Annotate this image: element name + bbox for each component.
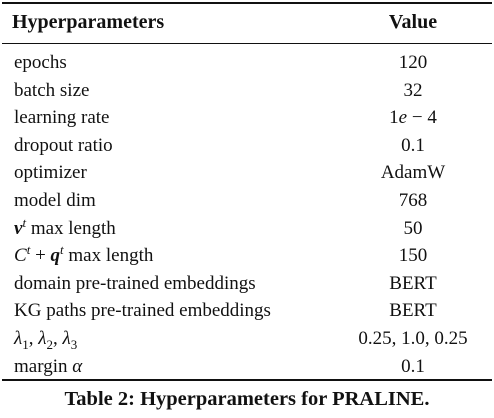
param-value: 768 — [398, 189, 428, 211]
header-hyperparameters: Hyperparameters — [12, 11, 165, 33]
param-name: vt max length — [14, 214, 116, 239]
table-row: epochs 120 — [0, 49, 494, 77]
param-value: BERT — [389, 272, 437, 294]
param-name: batch size — [14, 79, 90, 101]
param-name: epochs — [14, 52, 67, 73]
param-value: 1e − 4 — [389, 107, 437, 129]
table-body: epochs 120 batch size 32 learning rate 1… — [0, 49, 494, 380]
table-row: optimizer AdamW — [0, 159, 494, 187]
param-name: domain pre-trained embeddings — [14, 272, 256, 294]
header-value: Value — [388, 11, 438, 33]
table-row: model dim 768 — [0, 187, 494, 215]
param-name: KG paths pre-trained embeddings — [14, 300, 271, 322]
table-row: dropout ratio 0.1 — [0, 132, 494, 160]
param-value: AdamW — [380, 162, 446, 184]
param-name: margin α — [14, 355, 83, 377]
table-row: KG paths pre-trained embeddings BERT — [0, 297, 494, 325]
table-row: vt max length 50 — [0, 215, 494, 243]
table-row: domain pre-trained embeddings BERT — [0, 270, 494, 298]
param-name: learning rate — [14, 107, 110, 129]
param-value: BERT — [389, 300, 437, 322]
table-row: learning rate 1e − 4 — [0, 104, 494, 132]
table-bottom-rule — [2, 379, 492, 381]
table-row: batch size 32 — [0, 77, 494, 105]
table-header-rule — [2, 43, 492, 45]
table-top-rule — [2, 2, 492, 4]
param-value: 120 — [398, 52, 428, 73]
param-name: λ1, λ2, λ3 — [14, 327, 78, 352]
param-value: 0.1 — [401, 134, 425, 156]
table-caption: Table 2: Hyperparameters for PRALINE. — [64, 388, 430, 410]
param-name: optimizer — [14, 162, 87, 184]
param-name: model dim — [14, 189, 96, 211]
param-value: 0.25, 1.0, 0.25 — [358, 327, 468, 349]
param-value: 150 — [398, 245, 428, 267]
table-row: λ1, λ2, λ3 0.25, 1.0, 0.25 — [0, 325, 494, 353]
param-name: dropout ratio — [14, 134, 113, 156]
param-name: Ct + qt max length — [14, 242, 154, 267]
param-value: 0.1 — [401, 355, 425, 377]
table-row: margin α 0.1 — [0, 353, 494, 381]
param-value: 32 — [403, 79, 423, 101]
table-row: Ct + qt max length 150 — [0, 242, 494, 270]
param-value: 50 — [403, 217, 423, 239]
